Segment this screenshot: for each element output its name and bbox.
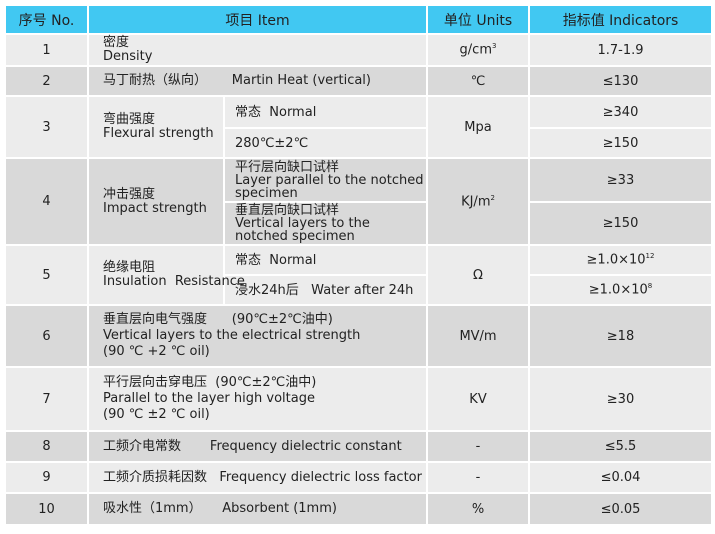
header-no: 序号 No.	[6, 6, 87, 33]
sub-label: 280℃±2℃	[225, 129, 427, 157]
table-row: 5 绝缘电阻 Insulation Resistance 常态 Normal Ω …	[6, 246, 711, 304]
item-en: Flexural strength	[103, 126, 214, 141]
table-row: 8 工频介电常数 Frequency dielectric constant -…	[6, 432, 711, 461]
table-row: 1 密度 Density g/cm3 1.7-1.9	[6, 35, 711, 65]
sub-label: 浸水24h后 Water after 24h	[225, 276, 427, 304]
row-unit: Mpa	[428, 97, 529, 157]
sub-value: ≥33	[530, 159, 711, 201]
row-item: 弯曲强度 Flexural strength	[89, 97, 223, 157]
row-value: 1.7-1.9	[530, 35, 711, 65]
header-row: 序号 No. 项目 Item 单位 Units 指标值 Indicators	[6, 6, 711, 33]
sub-label: 常态 Normal	[225, 246, 427, 274]
row-no: 3	[6, 97, 87, 157]
row-item: 工频介电常数 Frequency dielectric constant	[89, 432, 427, 461]
sub-label: 垂直层向缺口试样 Vertical layers to the notched s…	[225, 203, 427, 244]
row-no: 9	[6, 463, 87, 492]
value-text: ≥1.0×10	[588, 282, 648, 298]
row-unit: MV/m	[428, 306, 529, 366]
properties-table: 序号 No. 项目 Item 单位 Units 指标值 Indicators 1…	[4, 4, 713, 526]
value-sup: 8	[647, 282, 653, 291]
item-line: 平行层向击穿电压 (90℃±2℃油中)	[103, 375, 317, 390]
row-unit: %	[428, 494, 529, 524]
value-text: ≥1.0×10	[586, 252, 646, 268]
row-unit: -	[428, 463, 529, 492]
unit-text: KJ/m	[461, 194, 491, 210]
row-value: ≥30	[530, 368, 711, 430]
header-indicators: 指标值 Indicators	[530, 6, 711, 33]
table-row: 4 冲击强度 Impact strength 平行层向缺口试样 Layer para…	[6, 159, 711, 244]
row-item: 绝缘电阻 Insulation Resistance	[89, 246, 245, 304]
item-en: Density	[103, 49, 153, 64]
row-item: 吸水性（1mm） Absorbent (1mm)	[89, 494, 427, 524]
row-value: ≤0.05	[530, 494, 711, 524]
row-no: 4	[6, 159, 87, 244]
item-cn: 绝缘电阻	[103, 260, 156, 275]
row-item: 密度 Density	[89, 35, 427, 65]
item-line: (90 ℃ ±2 ℃ oil)	[103, 407, 210, 422]
item-cn: 冲击强度	[103, 186, 156, 202]
item-line: 垂直层向电气强度 (90℃±2℃油中)	[103, 312, 333, 327]
row-no: 2	[6, 67, 87, 95]
sub-label-en: Vertical layers to the notched specimen	[235, 216, 370, 244]
header-item: 项目 Item	[89, 6, 427, 33]
table-row: 10 吸水性（1mm） Absorbent (1mm) % ≤0.05	[6, 494, 711, 524]
table-row: 280℃±2℃ ≥150	[6, 129, 711, 157]
table-row: 3 弯曲强度 Flexural strength 常态 Normal Mpa ≥3…	[6, 97, 711, 157]
row-unit: g/cm3	[428, 35, 529, 65]
row-no: 7	[6, 368, 87, 430]
table-row: 6 垂直层向电气强度 (90℃±2℃油中) Vertical layers to …	[6, 306, 711, 366]
row-value: ≤0.04	[530, 463, 711, 492]
row-item: 平行层向击穿电压 (90℃±2℃油中) Parallel to the layer…	[89, 368, 427, 430]
sub-value: ≥150	[530, 129, 711, 157]
table-row: 垂直层向缺口试样 Vertical layers to the notched s…	[6, 203, 711, 244]
row-no: 1	[6, 35, 87, 65]
row-item: 工频介质损耗因数 Frequency dielectric loss facto…	[89, 463, 427, 492]
sub-value: ≥150	[530, 203, 711, 244]
item-en: Insulation Resistance	[103, 274, 245, 289]
sub-value: ≥1.0×1012	[530, 246, 711, 274]
row-value: ≤130	[530, 67, 711, 95]
sub-label: 常态 Normal	[225, 97, 427, 127]
table-row: 浸水24h后 Water after 24h ≥1.0×108	[6, 276, 711, 304]
row-item: 冲击强度 Impact strength	[89, 159, 223, 244]
unit-sup: 2	[490, 193, 495, 202]
row-unit: ℃	[428, 67, 529, 95]
table-row: 2 马丁耐热（纵向） Martin Heat (vertical) ℃ ≤130	[6, 67, 711, 95]
row-unit: -	[428, 432, 529, 461]
row-no: 8	[6, 432, 87, 461]
item-line: Parallel to the layer high voltage	[103, 391, 315, 406]
table-row: 9 工频介质损耗因数 Frequency dielectric loss fac…	[6, 463, 711, 492]
sub-label: 平行层向缺口试样 Layer parallel to the notched sp…	[225, 159, 427, 201]
item-cn: 弯曲强度	[103, 112, 156, 127]
item-line: (90 ℃ +2 ℃ oil)	[103, 344, 210, 359]
value-sup: 12	[645, 252, 655, 261]
row-unit: Ω	[428, 246, 529, 304]
sub-label-cn: 平行层向缺口试样	[235, 159, 340, 175]
row-unit: KV	[428, 368, 529, 430]
row-no: 6	[6, 306, 87, 366]
sub-value: ≥340	[530, 97, 711, 127]
row-item: 垂直层向电气强度 (90℃±2℃油中) Vertical layers to th…	[89, 306, 427, 366]
item-en: Impact strength	[103, 200, 207, 216]
row-value: ≥18	[530, 306, 711, 366]
unit-text: g/cm	[459, 42, 492, 58]
row-unit: KJ/m2	[428, 159, 529, 244]
row-value: ≤5.5	[530, 432, 711, 461]
item-cn: 密度	[103, 35, 130, 50]
header-units: 单位 Units	[428, 6, 529, 33]
item-line: Vertical layers to the electrical streng…	[103, 328, 361, 343]
table-row: 7 平行层向击穿电压 (90℃±2℃油中) Parallel to the lay…	[6, 368, 711, 430]
unit-sup: 3	[492, 42, 497, 51]
row-item: 马丁耐热（纵向） Martin Heat (vertical)	[89, 67, 427, 95]
row-no: 10	[6, 494, 87, 524]
sub-label-en: Layer parallel to the notched specimen	[235, 172, 424, 201]
sub-value: ≥1.0×108	[530, 276, 711, 304]
row-no: 5	[6, 246, 87, 304]
sub-label-cn: 垂直层向缺口试样	[235, 203, 340, 218]
